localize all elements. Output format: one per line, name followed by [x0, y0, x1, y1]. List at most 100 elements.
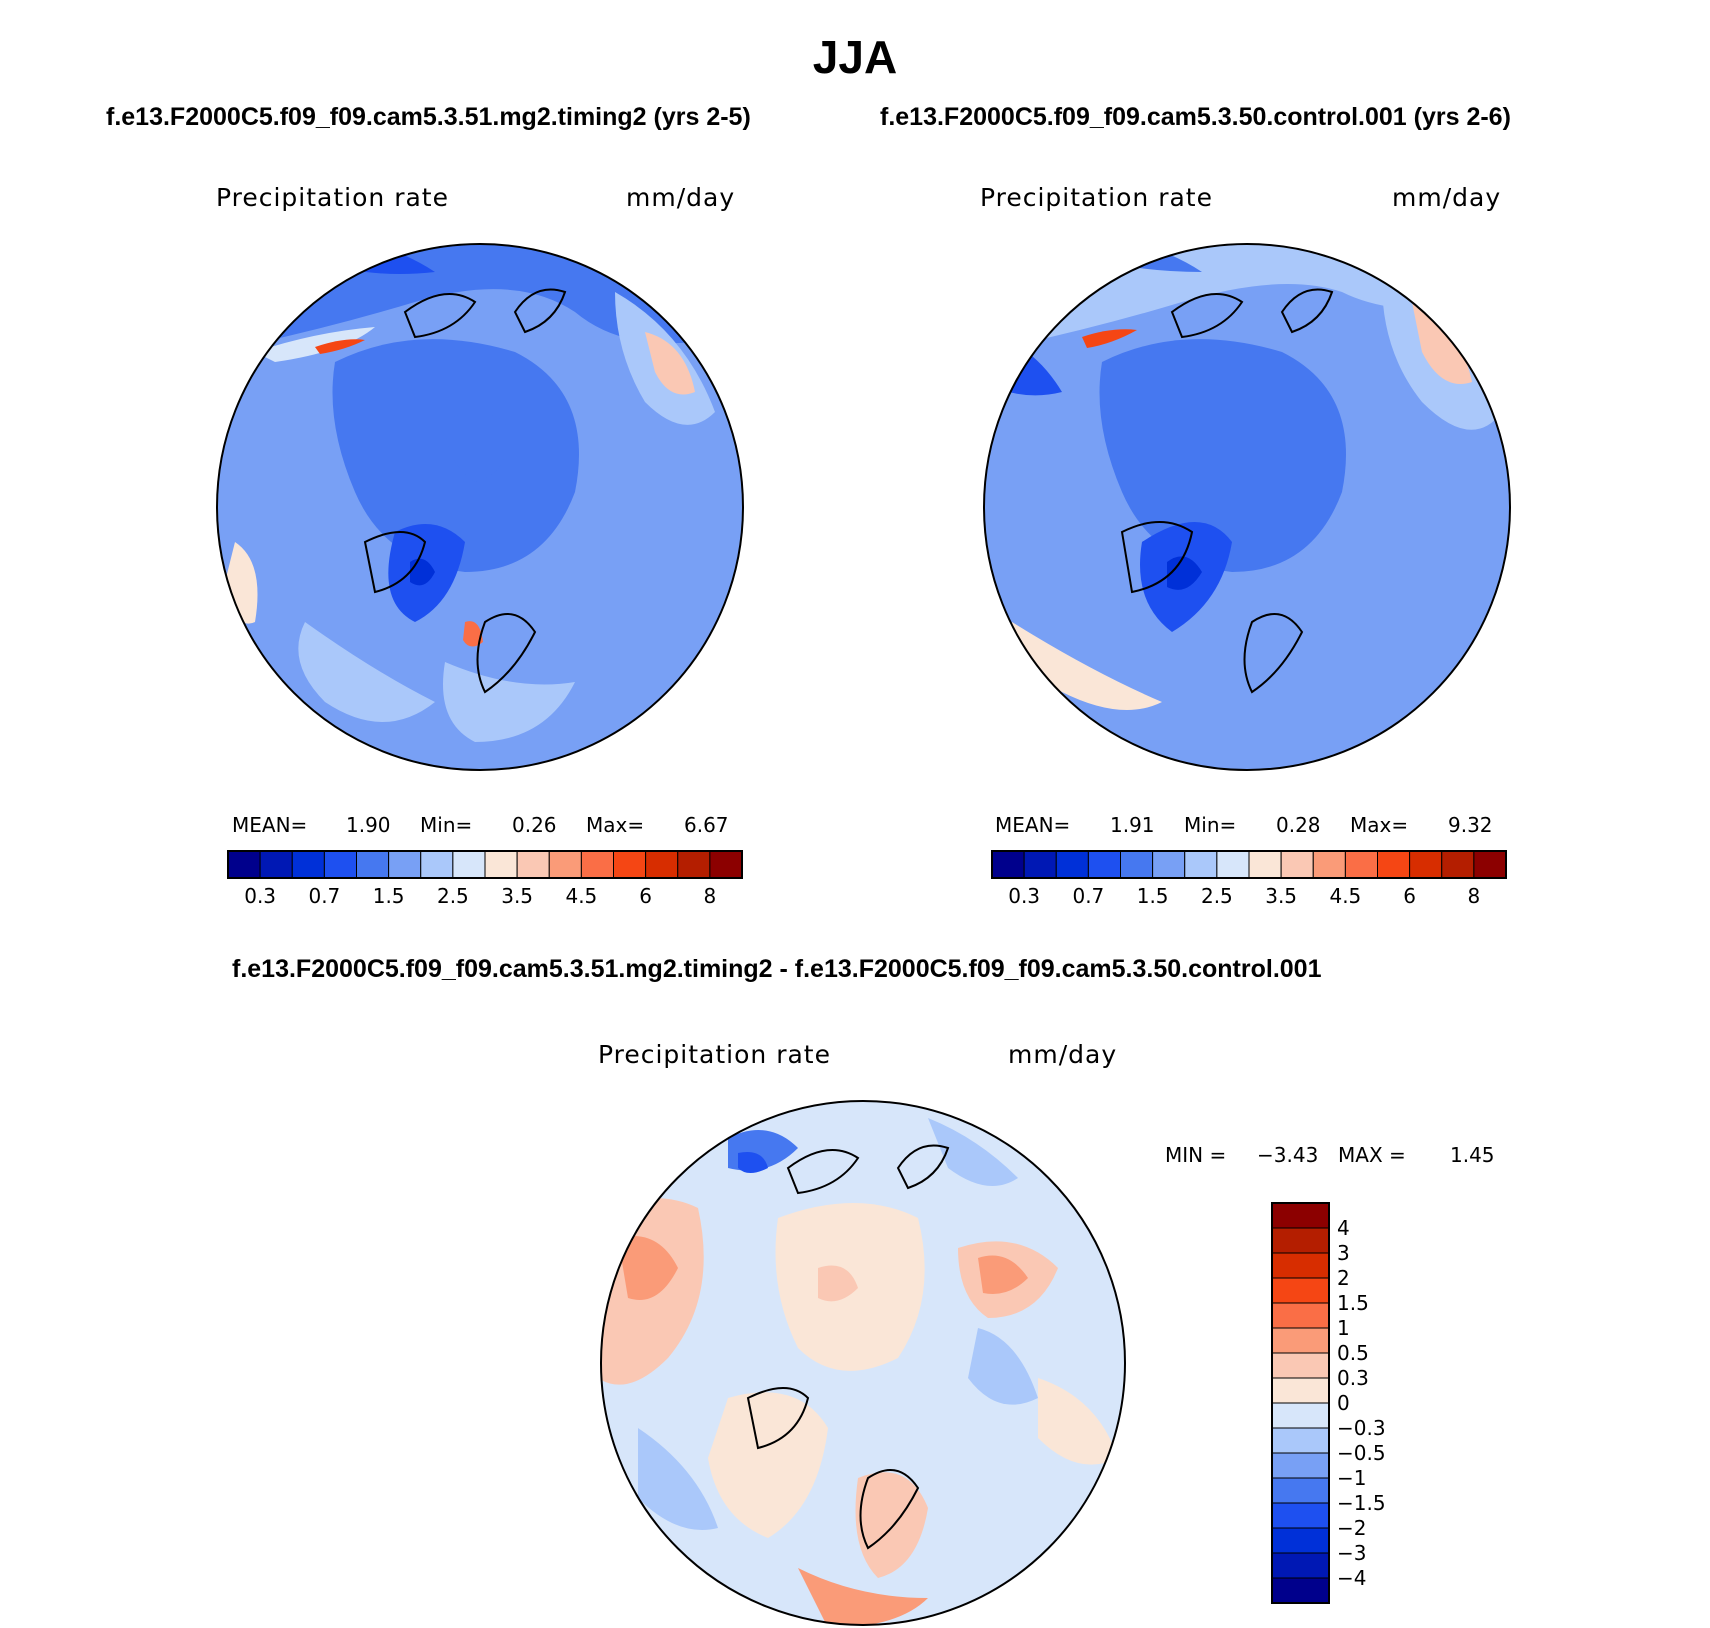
diff-colorbar-tick-label: −0.5 — [1337, 1441, 1386, 1465]
diff-colorbar-swatch — [1271, 1277, 1330, 1304]
left-colorbar-swatch — [709, 850, 743, 879]
diff-colorbar-swatch — [1271, 1252, 1330, 1279]
right-colorbar-swatch — [1312, 850, 1346, 879]
left-colorbar-swatch — [227, 850, 261, 879]
left-colorbar-tick-label: 8 — [704, 884, 717, 908]
diff-colorbar-swatch — [1271, 1577, 1330, 1604]
right-colorbar-swatch — [1441, 850, 1475, 879]
diff-colorbar-tick-label: 0.3 — [1337, 1366, 1369, 1390]
left-colorbar-tick-label: 1.5 — [373, 884, 405, 908]
diff-min-label: MIN = — [1165, 1143, 1227, 1167]
left-colorbar-swatch — [548, 850, 582, 879]
diff-min-value: −3.43 — [1257, 1143, 1319, 1167]
left-max-label: Max= — [586, 813, 645, 837]
right-case-title: f.e13.F2000C5.f09_f09.cam5.3.50.control.… — [880, 103, 1511, 131]
left-colorbar-swatch — [452, 850, 486, 879]
right-colorbar-swatch — [1344, 850, 1378, 879]
diff-colorbar-swatch — [1271, 1477, 1330, 1504]
left-colorbar-swatch — [580, 850, 614, 879]
left-polar-map — [216, 243, 744, 771]
left-colorbar-swatch — [677, 850, 711, 879]
right-colorbar-tick-label: 2.5 — [1201, 884, 1233, 908]
right-colorbar-tick-label: 6 — [1403, 884, 1416, 908]
left-units-label: mm/day — [626, 183, 736, 212]
left-colorbar-tick-label: 2.5 — [437, 884, 469, 908]
left-colorbar-tick-label: 3.5 — [501, 884, 533, 908]
diff-colorbar-swatch — [1271, 1452, 1330, 1479]
right-colorbar-swatch — [1087, 850, 1121, 879]
diff-colorbar-tick-label: −4 — [1337, 1566, 1366, 1590]
diff-colorbar-tick-label: −1.5 — [1337, 1491, 1386, 1515]
diff-colorbar-tick-label: −3 — [1337, 1541, 1366, 1565]
diff-colorbar-swatch — [1271, 1427, 1330, 1454]
right-mean-label: MEAN= — [995, 813, 1071, 837]
right-min-value: 0.28 — [1276, 813, 1321, 837]
diff-colorbar-tick-label: −2 — [1337, 1516, 1366, 1540]
left-colorbar-swatch — [645, 850, 679, 879]
left-colorbar-swatch — [291, 850, 325, 879]
diff-colorbar-tick-label: 1 — [1337, 1316, 1350, 1340]
diff-colorbar-swatch — [1271, 1377, 1330, 1404]
diff-colorbar-swatch — [1271, 1327, 1330, 1354]
diff-colorbar-swatch — [1271, 1402, 1330, 1429]
diff-colorbar-tick-label: 2 — [1337, 1266, 1350, 1290]
diff-polar-map — [600, 1100, 1126, 1626]
right-colorbar-swatch — [1184, 850, 1218, 879]
right-colorbar-tick-label: 0.3 — [1008, 884, 1040, 908]
main-title: JJA — [812, 31, 898, 83]
left-colorbar-swatch — [420, 850, 454, 879]
left-colorbar: 0.3 0.7 1.5 2.5 3.5 4.5 6 8 — [227, 850, 743, 908]
right-colorbar: 0.3 0.7 1.5 2.5 3.5 4.5 6 8 — [991, 850, 1507, 908]
diff-case-title: f.e13.F2000C5.f09_f09.cam5.3.51.mg2.timi… — [232, 955, 1322, 983]
left-mean-label: MEAN= — [232, 813, 308, 837]
diff-colorbar-swatch — [1271, 1202, 1330, 1229]
diff-max-label: MAX = — [1338, 1143, 1406, 1167]
left-colorbar-swatch — [613, 850, 647, 879]
left-colorbar-tick-label: 0.3 — [244, 884, 276, 908]
diff-colorbar-swatch — [1271, 1302, 1330, 1329]
right-colorbar-tick-label: 4.5 — [1329, 884, 1361, 908]
diff-colorbar-tick-label: 0 — [1337, 1391, 1350, 1415]
left-colorbar-tick-label: 4.5 — [565, 884, 597, 908]
diff-colorbar-tick-label: 0.5 — [1337, 1341, 1369, 1365]
left-colorbar-swatch — [388, 850, 422, 879]
diff-colorbar-swatch — [1271, 1352, 1330, 1379]
left-min-label: Min= — [420, 813, 473, 837]
right-colorbar-tick-label: 1.5 — [1137, 884, 1169, 908]
right-colorbar-swatch — [1248, 850, 1282, 879]
right-colorbar-swatch — [1216, 850, 1250, 879]
right-colorbar-swatch — [1280, 850, 1314, 879]
diff-colorbar-swatch — [1271, 1552, 1330, 1579]
right-units-label: mm/day — [1392, 183, 1502, 212]
left-colorbar-swatch — [484, 850, 518, 879]
diff-colorbar-tick-label: 3 — [1337, 1241, 1350, 1265]
diff-colorbar-swatch — [1271, 1502, 1330, 1529]
left-mean-value: 1.90 — [346, 813, 391, 837]
right-colorbar-swatch — [1409, 850, 1443, 879]
diff-units-label: mm/day — [1008, 1040, 1118, 1069]
right-colorbar-tick-label: 0.7 — [1072, 884, 1104, 908]
diff-colorbar-tick-label: 4 — [1337, 1216, 1350, 1240]
right-colorbar-swatch — [1055, 850, 1089, 879]
left-colorbar-swatch — [323, 850, 357, 879]
diff-colorbar-swatch — [1271, 1227, 1330, 1254]
right-max-value: 9.32 — [1448, 813, 1493, 837]
right-colorbar-swatch — [1377, 850, 1411, 879]
right-colorbar-swatch — [991, 850, 1025, 879]
left-colorbar-swatch — [259, 850, 293, 879]
left-colorbar-swatch — [356, 850, 390, 879]
right-colorbar-swatch — [1120, 850, 1154, 879]
diff-colorbar-swatch — [1271, 1527, 1330, 1554]
left-colorbar-swatch — [516, 850, 550, 879]
right-max-label: Max= — [1350, 813, 1409, 837]
left-colorbar-tick-label: 6 — [639, 884, 652, 908]
diff-variable-label: Precipitation rate — [598, 1040, 831, 1069]
right-colorbar-swatch — [1473, 850, 1507, 879]
right-colorbar-tick-label: 8 — [1468, 884, 1481, 908]
right-mean-value: 1.91 — [1110, 813, 1155, 837]
left-case-title: f.e13.F2000C5.f09_f09.cam5.3.51.mg2.timi… — [106, 103, 751, 131]
left-min-value: 0.26 — [512, 813, 557, 837]
diff-colorbar-tick-label: −0.3 — [1337, 1416, 1386, 1440]
left-colorbar-tick-label: 0.7 — [308, 884, 340, 908]
